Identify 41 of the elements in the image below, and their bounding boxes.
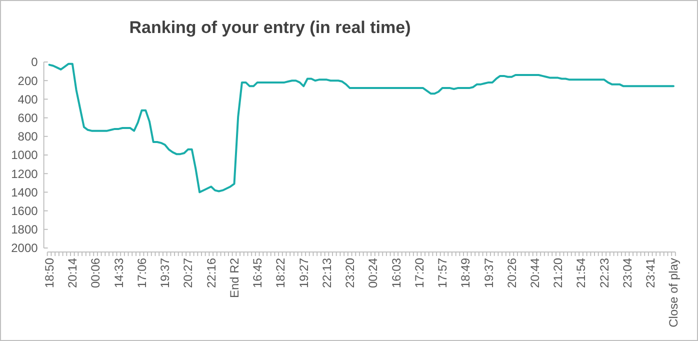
- x-tick-label: 18:50: [42, 258, 56, 288]
- x-tick-label: 17:06: [134, 258, 149, 288]
- chart-title: Ranking of your entry (in real time): [129, 18, 411, 37]
- x-tick-label: 23:41: [644, 258, 658, 288]
- x-tick-label: 00:24: [366, 258, 380, 288]
- x-tick-label: 16:03: [389, 258, 404, 288]
- x-tick-label: End R2: [227, 258, 242, 298]
- y-tick-label: 1800: [11, 222, 38, 237]
- x-tick-label: 20:14: [66, 258, 80, 288]
- x-tick-label: 17:20: [412, 258, 426, 288]
- x-tick-label: 17:57: [436, 258, 450, 288]
- x-tick-label: 19:37: [158, 258, 172, 288]
- line-series: [48, 62, 674, 194]
- x-tick-label: 22:23: [597, 258, 612, 288]
- y-tick-label: 400: [18, 92, 38, 106]
- x-tick-label: 14:33: [112, 258, 126, 288]
- x-tick-label: 20:27: [181, 258, 196, 288]
- x-tick-label: 20:26: [504, 258, 519, 288]
- x-tick-label: 23:04: [620, 258, 634, 288]
- x-tick-label: 22:13: [320, 258, 334, 288]
- x-tick-label: 23:20: [343, 258, 358, 288]
- x-tick-label: 22:16: [204, 258, 218, 288]
- y-tick-label: 200: [18, 74, 38, 88]
- x-tick-label: 18:22: [274, 258, 288, 288]
- y-tick-label: 1600: [11, 204, 38, 218]
- y-tick-label: 800: [18, 130, 38, 144]
- x-tick-label: 21:54: [574, 258, 588, 288]
- x-tick-label: 21:20: [551, 258, 566, 288]
- x-tick-label: 19:37: [482, 258, 496, 288]
- y-tick-label: 600: [18, 111, 38, 125]
- x-tick-label: 16:45: [250, 258, 265, 288]
- x-tick-label: 00:06: [88, 258, 103, 288]
- y-tick-label: 2000: [11, 241, 38, 256]
- y-tick-label: 1000: [11, 148, 38, 162]
- x-tick-label: 19:27: [296, 258, 311, 288]
- x-tick-label: 18:49: [458, 258, 473, 288]
- x-tick-label: Close of play: [666, 258, 681, 328]
- x-tick-label: 20:44: [528, 258, 542, 288]
- y-tick-label: 1200: [11, 166, 38, 181]
- y-tick-label: 1400: [11, 185, 38, 200]
- y-tick-label: 0: [31, 55, 38, 70]
